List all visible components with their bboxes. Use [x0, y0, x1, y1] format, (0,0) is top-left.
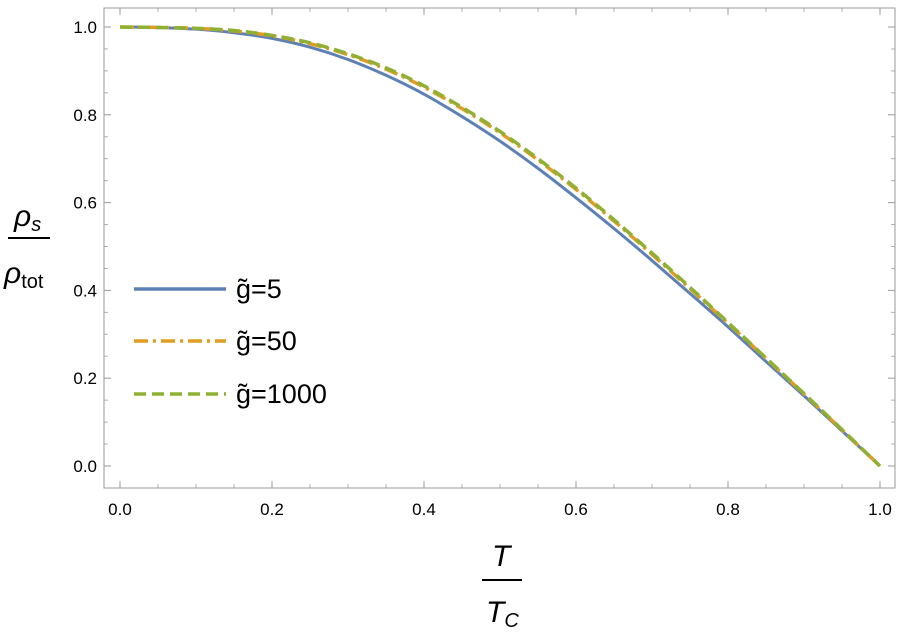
- x-tick-label: 0.8: [716, 500, 740, 519]
- series-line-0: [119, 25, 882, 468]
- y-tick-label: 0.6: [73, 194, 97, 213]
- x-tick-label: 0.4: [412, 500, 436, 519]
- y-tick-label: 0.4: [73, 281, 97, 300]
- svg-text:TC: TC: [486, 596, 519, 632]
- legend-label-2: g̃=1000: [236, 379, 327, 409]
- y-tick-label: 1.0: [73, 18, 97, 37]
- legend-label-0: g̃=5: [236, 274, 282, 304]
- y-label-denominator: ρ: [3, 257, 21, 290]
- x-tick-label: 0.2: [260, 500, 284, 519]
- axis-ticks: [104, 8, 895, 488]
- legend: g̃=5 g̃=50 g̃=1000: [134, 274, 327, 409]
- x-label-numerator: T: [492, 540, 513, 573]
- legend-label-1: g̃=50: [236, 326, 297, 356]
- series-line-1: [119, 25, 882, 468]
- y-label-denominator-sub: tot: [21, 271, 44, 293]
- y-axis-label: ρs ρtot: [3, 200, 50, 293]
- y-tick-label: 0.2: [73, 369, 97, 388]
- series-lines: [119, 25, 882, 468]
- legend-entry-0: g̃=5: [134, 274, 282, 304]
- x-label-denominator-sub: C: [504, 610, 519, 632]
- svg-text:ρtot: ρtot: [3, 257, 44, 293]
- x-label-denominator: T: [486, 596, 507, 629]
- tick-labels: 0.0 0.2 0.4 0.6 0.8 1.0 0.0 0.2 0.4 0.6 0.8 1.0: [73, 18, 891, 519]
- legend-entry-1: g̃=50: [134, 326, 297, 356]
- y-label-numerator-sub: s: [31, 214, 41, 236]
- x-tick-label: 0.0: [108, 500, 132, 519]
- y-label-numerator: ρ: [13, 200, 31, 233]
- series-line-2: [119, 25, 882, 468]
- x-axis-label: T TC: [482, 540, 522, 632]
- x-tick-label: 0.6: [564, 500, 588, 519]
- plot-frame: [103, 7, 896, 489]
- y-tick-label: 0.8: [73, 106, 97, 125]
- x-tick-label: 1.0: [868, 500, 892, 519]
- legend-entry-2: g̃=1000: [134, 379, 327, 409]
- svg-text:ρs: ρs: [13, 200, 41, 236]
- y-tick-label: 0.0: [73, 457, 97, 476]
